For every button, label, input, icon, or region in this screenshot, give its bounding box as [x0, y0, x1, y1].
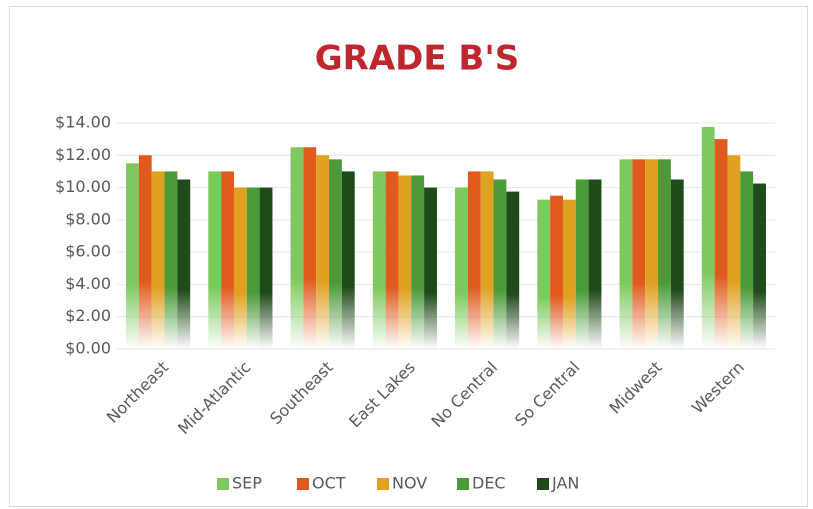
bar — [329, 159, 342, 349]
bar — [290, 147, 304, 349]
bar — [126, 163, 139, 349]
legend-swatch — [297, 478, 309, 490]
y-tick-label: $4.00 — [65, 274, 111, 293]
legend-swatch — [537, 478, 549, 490]
bar — [575, 179, 589, 349]
bar — [398, 175, 412, 349]
legend-label: SEP — [232, 474, 262, 493]
bar — [259, 187, 273, 349]
bar — [341, 171, 355, 349]
y-tick-label: $8.00 — [65, 209, 111, 228]
bar — [493, 179, 507, 349]
y-tick-label: $0.00 — [65, 339, 111, 358]
bar — [645, 159, 659, 349]
legend-label: NOV — [392, 474, 427, 493]
legend-swatch — [377, 478, 389, 490]
bar — [246, 187, 260, 349]
bar — [701, 127, 715, 350]
bar — [411, 175, 425, 349]
bar — [151, 171, 165, 349]
bar — [480, 171, 494, 349]
bar — [208, 171, 222, 349]
bar — [385, 171, 399, 349]
legend-label: DEC — [472, 474, 506, 493]
legend-swatch — [217, 478, 229, 490]
bar — [233, 187, 247, 349]
bar — [424, 187, 437, 349]
bar — [588, 179, 602, 349]
bar — [455, 187, 468, 349]
bar — [550, 195, 563, 349]
bar — [506, 191, 520, 349]
bar — [177, 179, 191, 349]
y-tick-label: $12.00 — [55, 145, 111, 164]
bar — [658, 159, 671, 349]
bar — [221, 171, 234, 349]
chart-title: GRADE B'S — [315, 39, 520, 79]
bar — [303, 147, 317, 349]
bar — [670, 179, 684, 349]
y-tick-label: $14.00 — [55, 113, 111, 132]
bar — [138, 155, 152, 349]
y-tick-label: $6.00 — [65, 242, 111, 261]
bar — [632, 159, 646, 349]
bar — [714, 139, 728, 349]
bar — [316, 155, 330, 349]
bar — [619, 159, 633, 349]
bar — [727, 155, 741, 349]
bar — [753, 183, 766, 349]
legend-label: OCT — [312, 474, 346, 493]
bar — [372, 171, 386, 349]
bar — [740, 171, 754, 349]
bar — [537, 199, 551, 349]
bar — [164, 171, 178, 349]
y-tick-label: $2.00 — [65, 306, 111, 325]
bar — [562, 199, 576, 349]
y-tick-label: $10.00 — [55, 177, 111, 196]
legend-swatch — [457, 478, 469, 490]
bar — [467, 171, 481, 349]
legend-label: JAN — [551, 474, 579, 493]
